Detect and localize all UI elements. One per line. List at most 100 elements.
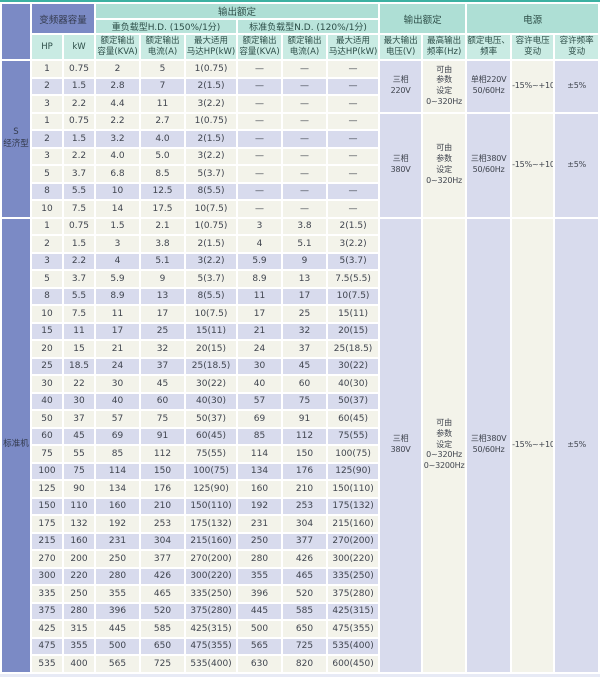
data-cell: 445 — [238, 603, 282, 619]
data-cell: 22 — [64, 376, 95, 392]
data-cell: 25 — [141, 323, 185, 339]
data-cell: 30 — [96, 376, 140, 392]
table-row: 2 1.5 2.8 7 2(1.5) — — — — [2, 78, 598, 94]
col-header-hd-motor: 最大适用 马达HP(kW) — [186, 35, 237, 59]
data-cell: — — [238, 78, 282, 94]
data-cell: 630 — [238, 656, 282, 672]
table-row: 15 11 17 25 15(11) 21 32 20(15) — [2, 323, 598, 339]
data-cell: 10 — [96, 183, 140, 199]
data-cell: 21 — [96, 341, 140, 357]
data-cell: 6.8 — [96, 166, 140, 182]
data-cell: 0.75 — [64, 61, 95, 77]
data-cell: 175 — [32, 516, 62, 532]
data-cell: 300 — [32, 568, 62, 584]
data-cell: 355 — [96, 586, 140, 602]
table-row: 8 5.5 8.9 13 8(5.5) 11 17 10(7.5) — [2, 288, 598, 304]
data-cell: 10(7.5) — [186, 201, 237, 217]
frequency-variation-cell: ±5% — [555, 218, 599, 672]
data-cell: 304 — [141, 533, 185, 549]
col-header-max-frequency: 最高输出 频率(Hz) — [423, 35, 466, 59]
data-cell: 30 — [32, 376, 62, 392]
data-cell: — — [238, 148, 282, 164]
data-cell: 270 — [32, 551, 62, 567]
data-cell: — — [238, 113, 282, 129]
data-cell: 4 — [96, 253, 140, 269]
data-cell: 37 — [283, 341, 327, 357]
data-cell: 50 — [32, 411, 62, 427]
data-cell: 13 — [141, 288, 185, 304]
data-cell: 520 — [283, 586, 327, 602]
data-cell: 50(37) — [328, 393, 379, 409]
col-header-frequency-variation: 容许频率 变动 — [555, 35, 599, 59]
data-cell: 8 — [32, 288, 62, 304]
data-cell: 4.4 — [96, 96, 140, 112]
data-cell: 4.0 — [96, 148, 140, 164]
col-header-kw: kW — [64, 35, 95, 59]
data-cell: 396 — [96, 603, 140, 619]
data-cell: 9 — [141, 271, 185, 287]
data-cell: 585 — [283, 603, 327, 619]
data-cell: 426 — [141, 568, 185, 584]
data-cell: 18.5 — [64, 358, 95, 374]
table-row: 270 200 250 377 270(200) 280 426 300(220) — [2, 551, 598, 567]
data-cell: 8(5.5) — [186, 183, 237, 199]
data-cell: 426 — [283, 551, 327, 567]
data-cell: 15(11) — [186, 323, 237, 339]
max-voltage-cell: 三相 380V — [380, 218, 422, 672]
bottom-margin-strip — [0, 673, 600, 677]
data-cell: 150(110) — [328, 481, 379, 497]
data-cell: 475(355) — [186, 638, 237, 654]
data-cell: 11 — [96, 306, 140, 322]
table-row: 10 7.5 14 17.5 10(7.5) — — — — [2, 201, 598, 217]
data-cell: 0.75 — [64, 218, 95, 234]
data-cell: 200 — [64, 551, 95, 567]
data-cell: 12.5 — [141, 183, 185, 199]
data-cell: 650 — [141, 638, 185, 654]
data-cell: 2.8 — [96, 78, 140, 94]
table-row: 2 1.5 3.2 4.0 2(1.5) — — — — [2, 131, 598, 147]
data-cell: 820 — [283, 656, 327, 672]
data-cell: 17 — [96, 323, 140, 339]
data-cell: — — [328, 113, 379, 129]
col-header-hd-kva: 额定输出 容量(KVA) — [96, 35, 140, 59]
data-cell: 400 — [64, 656, 95, 672]
data-cell: 55 — [64, 446, 95, 462]
data-cell: 2 — [96, 61, 140, 77]
rated-voltage-freq-cell: 三相380V 50/60Hz — [467, 113, 511, 217]
table-row: 1 0.75 2.2 2.7 1(0.75) — — — 三相 380V 可由 参数 设定 0~3… — [2, 113, 599, 217]
data-cell: — — [283, 183, 327, 199]
col-header-hp: HP — [32, 35, 62, 59]
data-cell: 15(11) — [328, 306, 379, 322]
data-cell: 215(160) — [328, 516, 379, 532]
data-cell: 2.2 — [64, 96, 95, 112]
table-row: 3 2.2 4.0 5.0 3(2.2) — — — — [2, 148, 598, 164]
data-cell: 20(15) — [186, 341, 237, 357]
data-cell: 231 — [96, 533, 140, 549]
data-cell: 1 — [32, 61, 62, 77]
data-cell: 40 — [32, 393, 62, 409]
data-cell: — — [238, 201, 282, 217]
table-row: 535 400 565 725 535(400) 630 820 600(450) — [2, 656, 598, 672]
data-cell: 100 — [32, 463, 62, 479]
data-cell: — — [238, 61, 282, 77]
frequency-variation-cell: ±5% — [555, 113, 599, 217]
col-header-nd-kva: 额定输出 容量(KVA) — [238, 35, 282, 59]
data-cell: 2.2 — [64, 148, 95, 164]
data-cell: 250 — [238, 533, 282, 549]
data-cell: 8.9 — [96, 288, 140, 304]
table-row: 20 15 21 32 20(15) 24 37 25(18.5) — [2, 341, 598, 357]
data-cell: 75 — [283, 393, 327, 409]
data-cell: 150 — [141, 463, 185, 479]
data-cell: 2(1.5) — [186, 236, 237, 252]
data-cell: — — [283, 113, 327, 129]
data-cell: 160 — [96, 498, 140, 514]
data-cell: 176 — [141, 481, 185, 497]
data-cell: 114 — [238, 446, 282, 462]
data-cell: 2(1.5) — [186, 131, 237, 147]
data-cell: 355 — [64, 638, 95, 654]
data-cell: 45 — [141, 376, 185, 392]
data-cell: 725 — [283, 638, 327, 654]
data-cell: 192 — [238, 498, 282, 514]
table-body: S 经济型 1 0.75 2 5 1(0.75) — — — 三相 220V 可由 参数 设定 0~… — [2, 61, 599, 672]
data-cell: 134 — [238, 463, 282, 479]
